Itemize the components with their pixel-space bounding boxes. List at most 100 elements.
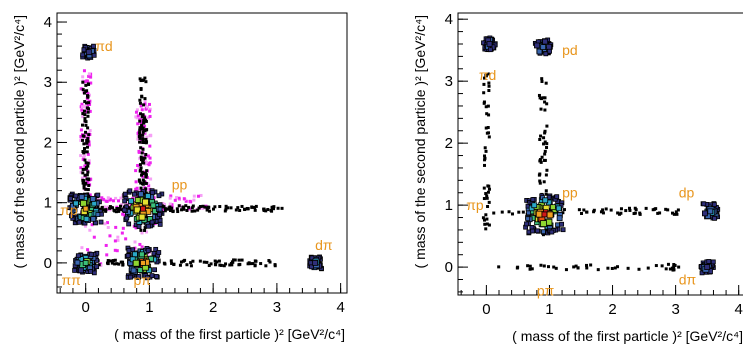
hist-cell: [113, 239, 117, 243]
hist-cell: [144, 173, 148, 177]
hist-cell: [117, 209, 121, 213]
hist-cell: [554, 194, 560, 200]
hist-cell: [486, 41, 493, 47]
hist-cell: [555, 222, 560, 228]
hist-cell: [178, 263, 182, 267]
hist-cell: [537, 93, 541, 97]
hist-cell: [139, 186, 143, 190]
panel-1: 0 1 2 3 4 0 1 2 3 4 ( mass of the first particle )…: [11, 12, 348, 342]
hist-cell: [704, 264, 711, 271]
hist-cell: [273, 263, 277, 267]
hist-cell: [84, 187, 88, 191]
hist-cell: [487, 84, 491, 88]
hist-cell: [124, 215, 130, 221]
hist-cell: [179, 260, 183, 264]
hist-cell: [185, 208, 189, 212]
hist-cell: [267, 259, 271, 263]
hist-cell: [262, 208, 266, 212]
hist-cell: [497, 265, 501, 269]
x-axis-title: ( mass of the first particle )² [GeV²/c⁴…: [512, 328, 743, 344]
hist-cell: [79, 138, 83, 142]
hist-cell: [543, 108, 547, 112]
hist-cell: [148, 109, 152, 113]
hist-cell: [87, 159, 91, 163]
hist-cell: [138, 213, 146, 221]
hist-cell: [539, 263, 543, 267]
y-tick-label: 4: [44, 14, 52, 31]
hist-cell: [141, 147, 145, 151]
hist-cell: [108, 198, 112, 202]
hist-cell: [83, 117, 87, 121]
hist-cell: [149, 190, 155, 196]
hist-cell: [561, 211, 565, 215]
hist-cell: [483, 146, 487, 150]
hist-cell: [140, 205, 146, 212]
hist-cell: [543, 96, 547, 100]
hist-cell: [592, 208, 596, 212]
pair-label: pπ: [537, 283, 555, 299]
hist-cell: [106, 225, 110, 229]
hist-cell: [540, 155, 544, 159]
hist-cell: [173, 198, 177, 202]
hist-cell: [671, 211, 675, 215]
pair-label: pd: [562, 42, 578, 58]
hist-cell: [218, 263, 222, 267]
hist-cell: [109, 259, 113, 263]
hist-cell: [559, 221, 565, 227]
hist-cell: [106, 196, 110, 200]
hist-cell: [543, 140, 547, 144]
hist-cell: [106, 221, 110, 225]
hist-cell: [542, 136, 546, 140]
hist-cell: [83, 164, 87, 168]
hist-cell: [136, 114, 140, 118]
y-axis-title: ( mass of the second particle )² [GeV²/c…: [412, 15, 428, 268]
hist-cell: [147, 184, 151, 188]
hist-cell: [81, 167, 85, 171]
hist-cell: [161, 207, 165, 211]
hist-cell: [149, 177, 153, 181]
hist-cell: [140, 115, 144, 119]
hist-cell: [483, 163, 487, 167]
hist-cell: [136, 122, 140, 126]
x-tick-label: 1: [145, 299, 153, 316]
hist-cell: [538, 159, 542, 163]
scatter-cells: [67, 43, 324, 281]
hist-cell: [140, 170, 144, 174]
hist-cell: [190, 209, 194, 213]
hist-cell: [79, 128, 83, 132]
hist-cell: [96, 197, 100, 201]
hist-cell: [545, 168, 549, 172]
hist-cell: [660, 264, 664, 268]
hist-cell: [85, 173, 89, 177]
hist-cell: [198, 259, 202, 263]
hist-cell: [198, 205, 202, 209]
hist-cell: [143, 99, 147, 103]
hist-cell: [86, 170, 90, 174]
hist-cell: [88, 109, 92, 113]
hist-cell: [85, 165, 89, 169]
hist-cell: [539, 134, 543, 138]
hist-cell: [240, 258, 244, 262]
hist-cell: [148, 156, 152, 160]
hist-cell: [486, 190, 490, 194]
y-tick-label: 1: [44, 195, 52, 212]
hist-cell: [616, 265, 620, 269]
hist-cell: [177, 196, 181, 200]
hist-cell: [100, 206, 104, 210]
hist-cell: [535, 210, 543, 218]
hist-cell: [137, 166, 141, 170]
hist-cell: [86, 137, 90, 141]
hist-cell: [675, 212, 679, 216]
hist-cell: [228, 263, 232, 267]
hist-cell: [101, 197, 105, 201]
hist-cell: [609, 208, 613, 212]
hist-cell: [83, 167, 87, 171]
hist-cell: [484, 73, 488, 77]
hist-cell: [670, 266, 674, 270]
hist-cell: [487, 47, 493, 53]
hist-cell: [86, 94, 90, 98]
hist-cell: [531, 202, 538, 209]
hist-cell: [79, 134, 83, 138]
hist-cell: [549, 229, 555, 235]
